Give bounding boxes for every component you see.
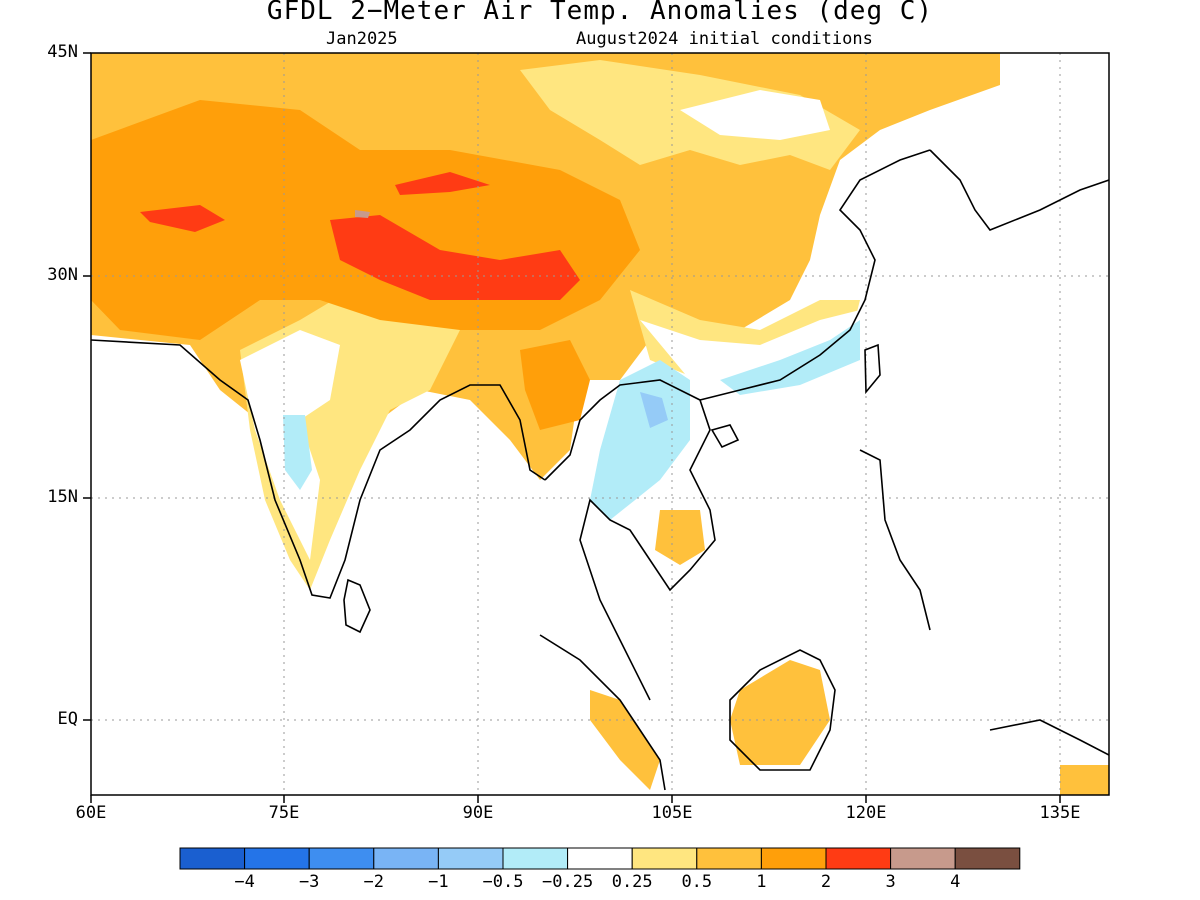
colorbar-swatch xyxy=(954,847,1021,870)
coastline-korea-japan xyxy=(929,149,1109,231)
anomaly-2-3-kunlun xyxy=(395,172,490,195)
subtitle-init: August2024 initial conditions xyxy=(576,29,873,49)
coastlines xyxy=(91,149,1109,791)
axis-ticks xyxy=(83,52,1061,803)
lon-label-90e: 90E xyxy=(462,803,494,823)
coastline-srilanka xyxy=(343,578,371,634)
anomaly-0.5-1-cambodia xyxy=(655,510,705,565)
colorbar-swatch xyxy=(502,847,569,870)
colorbar-label: 0.5 xyxy=(681,872,713,892)
anomaly-cool-china-coast xyxy=(720,320,860,395)
coastline-philippines xyxy=(859,449,931,631)
anomaly-0.5-1-sumatra xyxy=(590,690,660,790)
anomaly-cool-2-indochina xyxy=(640,392,668,428)
colorbar-swatch xyxy=(308,847,375,870)
colorbar-swatch xyxy=(825,847,892,870)
anomaly-field xyxy=(91,53,1109,795)
anomaly-cool-indochina xyxy=(590,360,690,520)
subtitle-month: Jan2025 xyxy=(326,29,398,49)
colorbar-label: −2 xyxy=(363,872,385,892)
map-frame xyxy=(90,52,1110,796)
lon-label-75e: 75E xyxy=(268,803,300,823)
colorbar-label: −1 xyxy=(428,872,449,892)
anomaly-1-2-burma xyxy=(520,340,590,430)
colorbar-label: 0.25 xyxy=(611,872,653,892)
colorbar-swatch xyxy=(373,847,439,870)
anomaly-0.5-1-newguinea xyxy=(1060,765,1109,795)
colorbar-label: 1 xyxy=(756,872,767,892)
graticule xyxy=(91,53,1109,795)
colorbar xyxy=(179,847,1021,870)
colorbar-swatch xyxy=(179,847,246,870)
coastline-taiwan xyxy=(864,343,881,395)
anomaly-0.5-1-borneo xyxy=(730,660,830,765)
coastline-china xyxy=(699,149,931,401)
lat-label-eq: EQ xyxy=(57,709,78,729)
anomaly-cool-india xyxy=(283,415,312,490)
coastline-newguinea xyxy=(989,719,1109,756)
anomaly-neutral-mongolia xyxy=(680,90,830,140)
anomaly-2-3-himalaya xyxy=(330,215,580,300)
colorbar-label: −0.5 xyxy=(482,872,524,892)
colorbar-label: 3 xyxy=(885,872,896,892)
anomaly-2-3-pamir xyxy=(140,205,225,232)
coastline-indochina xyxy=(544,379,716,701)
map-title: GFDL 2−Meter Air Temp. Anomalies (deg C) xyxy=(266,0,934,26)
anomaly-3-4-spot xyxy=(355,210,370,218)
coastline-sumatra xyxy=(539,634,666,791)
lat-label-15n: 15N xyxy=(47,487,78,507)
colorbar-swatch xyxy=(244,847,310,870)
lat-label-45n: 45N xyxy=(47,42,78,62)
coastline-borneo xyxy=(729,649,836,771)
lon-label-105e: 105E xyxy=(651,803,693,823)
lon-label-120e: 120E xyxy=(845,803,887,823)
lon-label-135e: 135E xyxy=(1039,803,1081,823)
coastline-hainan xyxy=(710,424,740,449)
colorbar-label: 2 xyxy=(820,872,832,892)
colorbar-swatch xyxy=(696,847,762,870)
colorbar-label: 4 xyxy=(950,872,961,892)
lon-label-60e: 60E xyxy=(75,803,107,823)
colorbar-swatch xyxy=(631,847,698,870)
colorbar-label: −0.25 xyxy=(542,872,594,892)
colorbar-swatch xyxy=(567,847,633,870)
colorbar-swatch xyxy=(890,847,956,870)
colorbar-label: −4 xyxy=(234,872,255,892)
colorbar-label: −3 xyxy=(298,872,320,892)
colorbar-swatch xyxy=(437,847,504,870)
lat-label-30n: 30N xyxy=(47,265,78,285)
coastline-india xyxy=(91,339,546,599)
colorbar-swatch xyxy=(760,847,827,870)
